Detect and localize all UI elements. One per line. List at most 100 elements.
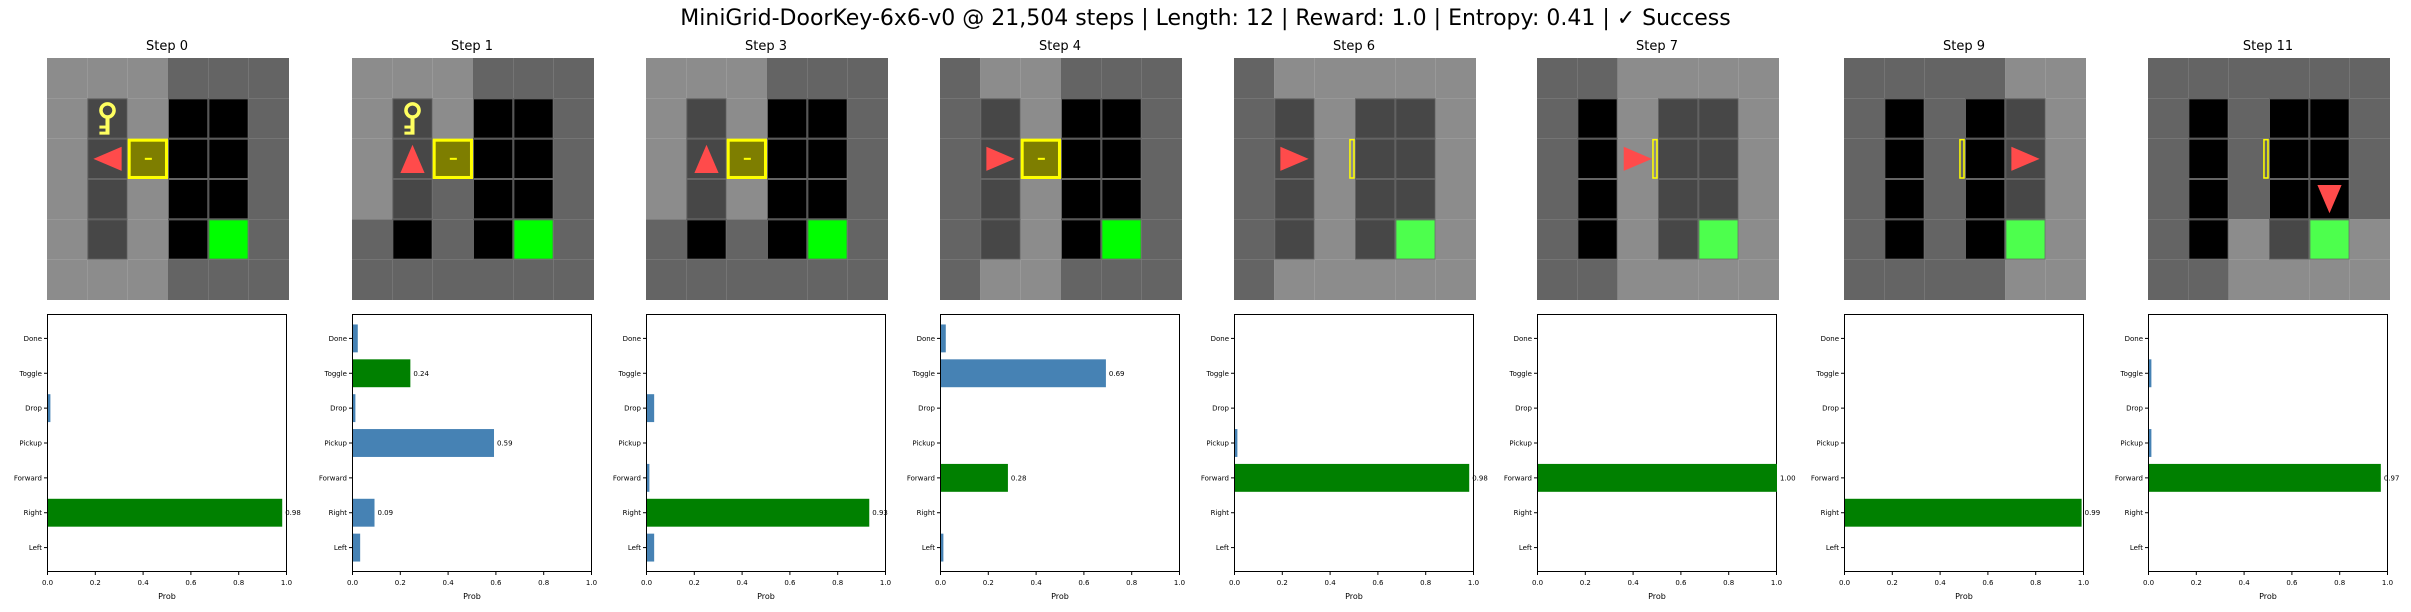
step-title: Step 1 (450, 39, 493, 54)
wall-cell (1314, 179, 1355, 220)
wall-cell (1020, 58, 1061, 99)
floor-cell (1101, 138, 1142, 179)
x-axis-label: Prob (757, 592, 775, 601)
y-tick-label: Forward (1201, 474, 1229, 482)
wall-cell (1617, 98, 1658, 139)
y-tick-label: Left (2130, 544, 2143, 552)
floor-cell (513, 98, 554, 139)
cell-gridline (2309, 179, 2350, 220)
wall-cell (352, 179, 393, 220)
x-tick-label: 0.4 (1628, 579, 1640, 587)
wall-cell (87, 259, 128, 300)
wall-cell (1234, 138, 1275, 179)
wall-cell (352, 98, 393, 139)
bar-value-label: 0.97 (2384, 474, 2400, 482)
prob-bar (1235, 429, 1238, 457)
wall-cell (1658, 259, 1699, 300)
wall-cell (1924, 98, 1965, 139)
y-tick-label: Done (329, 335, 347, 343)
wall-cell (432, 179, 473, 220)
wall-cell (248, 98, 289, 139)
y-tick-label: Left (922, 544, 935, 552)
wall-cell (2269, 58, 2310, 99)
wall-cell (553, 138, 594, 179)
wall-cell (47, 58, 88, 99)
wall-cell (1965, 259, 2006, 300)
wall-cell (940, 98, 981, 139)
bar-value-label: 0.93 (872, 509, 888, 517)
cell-gridline (2269, 98, 2310, 139)
y-tick-label: Toggle (2119, 370, 2143, 378)
x-tick-label: 0.2 (1887, 579, 1898, 587)
wall-cell (646, 219, 687, 260)
wall-cell (686, 58, 727, 99)
step-title: Step 11 (2242, 39, 2294, 54)
wall-cell (980, 259, 1021, 300)
cell-gridline (767, 179, 808, 220)
y-tick-label: Right (24, 509, 43, 517)
bar-value-label: 0.99 (2085, 509, 2101, 517)
wall-cell (726, 179, 767, 220)
env-frame (940, 58, 1182, 300)
wall-cell (47, 138, 88, 179)
wall-cell (432, 219, 473, 260)
cell-gridline (1274, 179, 1315, 220)
floor-cell (980, 98, 1021, 139)
floor-cell (473, 138, 514, 179)
cell-gridline (1061, 179, 1102, 220)
prob-bar (647, 394, 655, 423)
step-panel: Step 1 Left Right 0.09 Forward Pickup 0.59 Drop… (319, 0, 597, 611)
wall-cell (1141, 138, 1182, 179)
wall-cell (1234, 98, 1275, 139)
cell-gridline (472, 98, 514, 139)
floor-cell (686, 179, 727, 220)
prob-bar (1845, 498, 2082, 527)
wall-cell (432, 58, 473, 99)
step-title: Step 7 (1635, 39, 1678, 54)
prob-bar (941, 463, 1008, 492)
agent-triangle (986, 146, 1015, 171)
x-axis-label: Prob (1051, 592, 1069, 601)
cell-gridline (686, 179, 727, 220)
wall-cell (2228, 58, 2269, 99)
wall-cell (940, 138, 981, 179)
cell-gridline (168, 138, 209, 179)
cell-gridline (1101, 219, 1142, 260)
wall-cell (1141, 58, 1182, 99)
y-tick-label: Done (917, 335, 935, 343)
wall-cell (392, 58, 433, 99)
y-tick-label: Drop (1515, 405, 1532, 413)
y-tick-label: Done (1211, 335, 1229, 343)
policy-bar-chart: Left Right Forward 0.97 Pickup Drop Toggle Done… (2115, 314, 2400, 601)
goal-cell (2309, 219, 2350, 260)
x-tick-label: 0.2 (983, 579, 994, 587)
wall-cell (1965, 58, 2006, 99)
x-axis-label: Prob (1955, 592, 1973, 601)
plot-frame (47, 314, 287, 572)
cell-gridline (767, 98, 808, 139)
floor-cell (980, 179, 1021, 220)
floor-cell (1884, 179, 1925, 220)
y-tick-label: Right (623, 509, 642, 517)
wall-cell (1884, 58, 1925, 99)
wall-cell (1435, 259, 1476, 300)
y-tick-label: Right (917, 509, 936, 517)
cell-gridline (392, 98, 433, 139)
wall-cell (47, 179, 88, 220)
wall-cell (47, 98, 88, 139)
wall-cell (646, 58, 687, 99)
cell-gridline (980, 219, 1021, 260)
wall-cell (2148, 179, 2189, 220)
wall-cell (1234, 219, 1275, 260)
wall-cell (1435, 138, 1476, 179)
wall-cell (1537, 179, 1578, 220)
floor-cell (2269, 179, 2310, 220)
y-tick-label: Toggle (617, 370, 641, 378)
wall-cell (2349, 98, 2390, 139)
wall-cell (553, 98, 594, 139)
wall-cell (1234, 179, 1275, 220)
wall-cell (208, 259, 249, 300)
step-panel: Step 3 Left Right 0.93 Forward Pickup Drop Togg… (613, 0, 891, 611)
wall-cell (1537, 98, 1578, 139)
env-frame (646, 58, 888, 300)
